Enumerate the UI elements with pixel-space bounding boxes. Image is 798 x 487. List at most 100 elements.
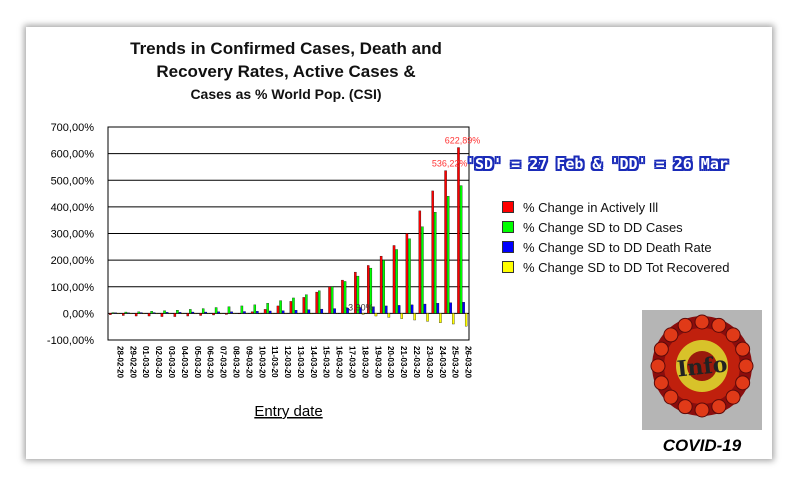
- bar: [341, 279, 344, 314]
- bar: [137, 311, 140, 314]
- x-tick-label: 17-03-20: [348, 346, 357, 379]
- covid-info-logo: Info: [642, 310, 762, 430]
- bar: [385, 305, 388, 314]
- bar: [310, 313, 313, 315]
- bar: [359, 307, 362, 314]
- bar: [446, 196, 450, 314]
- bar: [129, 313, 133, 315]
- x-tick-label: 21-03-20: [399, 346, 408, 379]
- bar: [289, 301, 293, 314]
- y-tick-label: 500,00%: [51, 175, 95, 187]
- bar: [436, 303, 440, 314]
- bar: [243, 311, 246, 314]
- bar: [173, 313, 177, 317]
- bar: [457, 147, 460, 314]
- bar: [109, 313, 112, 315]
- y-tick-label: 300,00%: [51, 229, 95, 241]
- bar: [294, 310, 298, 314]
- bar: [266, 303, 269, 314]
- x-tick-label: 25-03-20: [451, 346, 460, 379]
- y-tick-label: 200,00%: [51, 255, 95, 267]
- virus-spike: [694, 402, 710, 418]
- x-tick-label: 15-03-20: [322, 346, 331, 379]
- bar: [114, 312, 117, 314]
- bar: [408, 238, 411, 314]
- virus-spike: [663, 389, 679, 405]
- virus-spike: [653, 341, 669, 357]
- x-tick-label: 26-03-20: [464, 346, 473, 379]
- bar: [186, 313, 189, 317]
- bar: [374, 313, 378, 317]
- x-tick-label: 13-03-20: [296, 346, 305, 379]
- bar: [191, 311, 195, 314]
- bar: [292, 297, 295, 314]
- legend-label: % Change SD to DD Death Rate: [523, 239, 712, 255]
- bar: [279, 300, 282, 314]
- legend-swatch: [502, 241, 514, 253]
- bar: [281, 310, 285, 314]
- title-line-2: Recovery Rates, Active Cases &: [156, 62, 416, 81]
- chart-card: Trends in Confirmed Cases, Death and Rec…: [26, 27, 772, 459]
- legend-label: % Change in Actively Ill: [523, 199, 659, 215]
- logo-caption: COVID-19: [662, 436, 742, 455]
- bar: [253, 304, 257, 314]
- x-tick-label: 05-03-20: [193, 346, 202, 379]
- bar: [230, 311, 233, 314]
- bar: [336, 313, 339, 315]
- bar: [330, 286, 334, 314]
- x-tick-label: 20-03-20: [386, 346, 395, 379]
- x-tick-label: 28-02-20: [115, 346, 124, 379]
- bar: [140, 312, 143, 314]
- bar: [227, 306, 231, 314]
- bar: [444, 170, 447, 314]
- bar: [459, 185, 463, 314]
- bar: [320, 308, 324, 314]
- bar: [392, 245, 396, 314]
- bar: [201, 308, 205, 314]
- bar: [152, 312, 156, 314]
- bar: [116, 313, 120, 315]
- bar: [372, 306, 375, 314]
- bar: [155, 313, 159, 315]
- bar: [225, 313, 228, 315]
- bar: [413, 313, 416, 321]
- bar: [142, 313, 146, 315]
- bar: [464, 313, 468, 327]
- x-tick-label: 12-03-20: [283, 346, 292, 379]
- bar: [418, 210, 422, 314]
- bar: [462, 302, 465, 314]
- virus-spike: [663, 327, 679, 343]
- bar: [284, 313, 287, 315]
- bar: [134, 313, 138, 317]
- bar: [232, 313, 236, 315]
- x-tick-label: 29-02-20: [128, 346, 137, 379]
- virus-spike: [650, 358, 666, 374]
- bar: [250, 311, 254, 314]
- data-label: -3,90%: [345, 302, 374, 312]
- y-tick-label: 400,00%: [51, 202, 95, 214]
- x-tick-label: 18-03-20: [360, 346, 369, 379]
- bar: [245, 313, 249, 315]
- x-tick-label: 23-03-20: [425, 346, 434, 379]
- virus-spike: [725, 327, 741, 343]
- legend-item: % Change SD to DD Cases: [502, 217, 729, 237]
- bar: [452, 313, 455, 325]
- bar: [323, 313, 326, 315]
- bar: [276, 305, 280, 314]
- legend-swatch: [502, 261, 514, 273]
- bar: [410, 304, 414, 314]
- x-tick-label: 16-03-20: [335, 346, 344, 379]
- bar: [439, 313, 442, 323]
- virus-icon: [650, 314, 754, 418]
- bar: [431, 190, 434, 314]
- bar: [366, 265, 370, 314]
- bar: [263, 309, 267, 314]
- x-tick-label: 19-03-20: [373, 346, 382, 379]
- bar: [160, 313, 164, 317]
- bar: [307, 309, 311, 314]
- bar: [271, 313, 275, 315]
- virus-spike: [725, 389, 741, 405]
- logo-text: Info: [675, 351, 729, 383]
- virus-spike: [735, 375, 751, 391]
- x-tick-label: 09-03-20: [244, 346, 253, 379]
